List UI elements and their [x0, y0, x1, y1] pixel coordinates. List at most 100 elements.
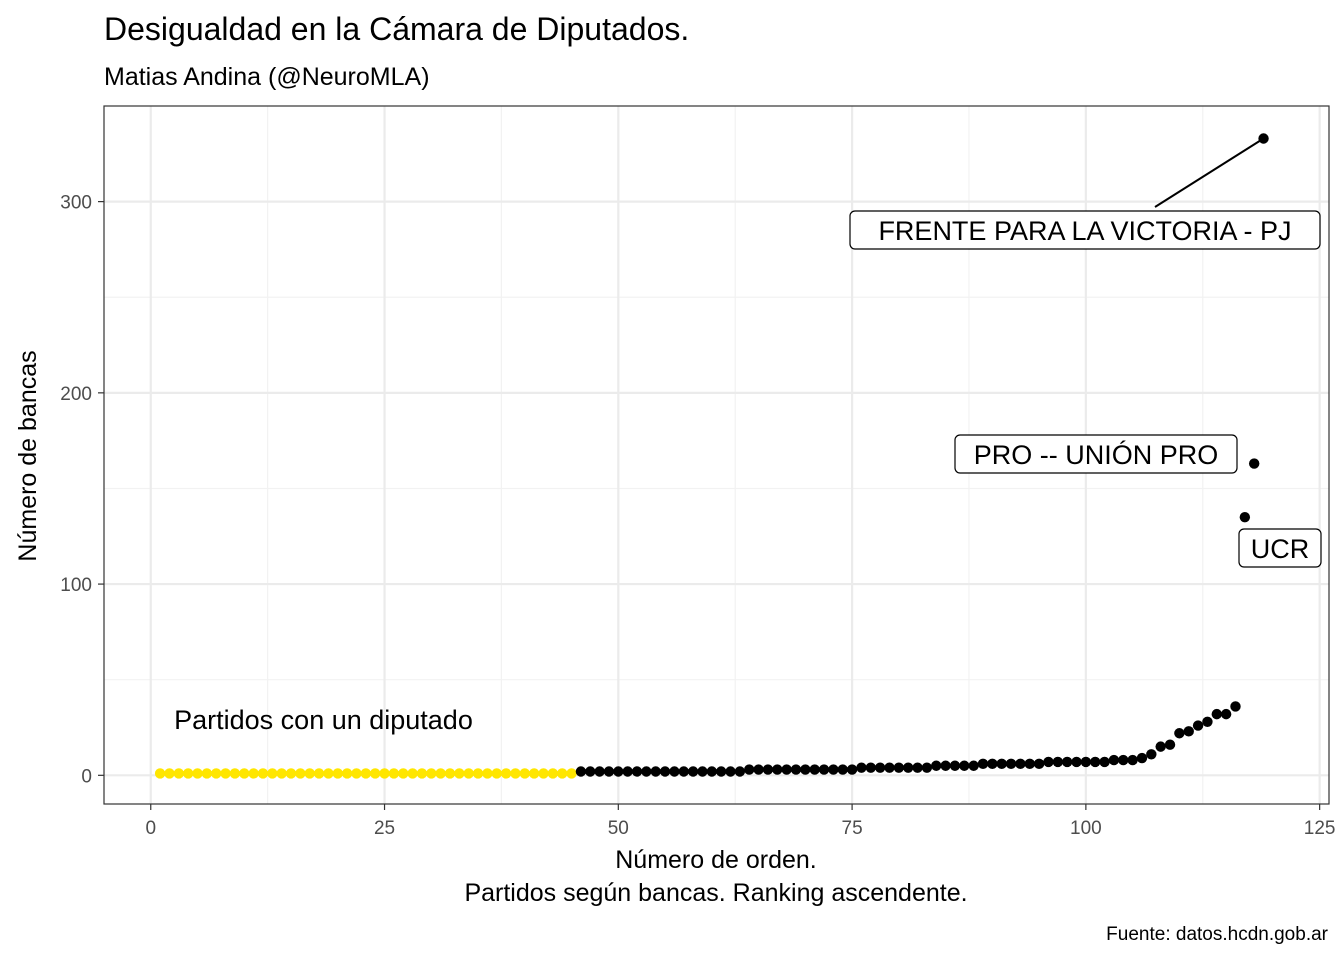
data-point [968, 760, 979, 771]
x-axis-subtitle: Partidos según bancas. Ranking ascendent… [464, 879, 967, 907]
data-point [1052, 756, 1064, 768]
data-point [959, 760, 970, 771]
data-point [921, 762, 933, 773]
data-point [313, 768, 325, 779]
data-point [351, 768, 362, 779]
data-point [285, 768, 297, 779]
data-point [772, 764, 783, 775]
y-axis-ticks: 0 100 200 300 [60, 193, 104, 787]
data-point [1202, 716, 1213, 727]
data-point [884, 762, 895, 773]
data-point [1239, 511, 1251, 523]
data-point [585, 766, 596, 777]
chart-subtitle: Matias Andina (@NeuroMLA) [104, 63, 430, 91]
data-point [220, 768, 231, 779]
data-point [753, 764, 764, 775]
data-point [949, 760, 961, 771]
data-point [192, 768, 203, 779]
x-tick-label: 50 [608, 818, 629, 839]
data-point [613, 766, 624, 777]
label-connector-line [1154, 137, 1265, 208]
chart-caption: Fuente: datos.hcdn.gob.ar [1106, 924, 1328, 945]
data-point [341, 768, 353, 779]
data-point [276, 768, 287, 779]
data-point [426, 768, 437, 779]
data-point [1220, 708, 1232, 720]
data-point [528, 768, 540, 779]
data-point [846, 764, 858, 775]
data-point [491, 768, 502, 779]
data-point [379, 768, 390, 779]
data-point [1061, 756, 1073, 768]
data-point [211, 768, 222, 779]
data-point [454, 768, 465, 779]
data-point [996, 758, 1007, 770]
annotation-one-deputy: Partidos con un diputado [174, 705, 473, 735]
data-point [164, 768, 175, 779]
data-point [1005, 758, 1017, 770]
data-point [744, 764, 755, 775]
data-point [1043, 756, 1054, 768]
x-axis-ticks: 0 25 50 75 100 125 [145, 804, 1336, 839]
data-point [902, 762, 914, 773]
data-point [519, 768, 531, 779]
data-point [444, 768, 456, 779]
data-point [940, 760, 951, 771]
data-point [1211, 708, 1222, 720]
data-point [1033, 758, 1045, 770]
data-point [762, 764, 774, 775]
data-point [631, 766, 643, 777]
data-points [154, 133, 1269, 779]
data-point [360, 768, 372, 779]
data-point [987, 758, 998, 770]
data-point [201, 768, 213, 779]
data-point [856, 762, 867, 773]
data-point [369, 768, 381, 779]
data-point [1090, 756, 1101, 768]
x-tick-label: 75 [842, 818, 863, 839]
data-point [1071, 756, 1082, 768]
label-text: PRO -- UNIÓN PRO [974, 439, 1219, 470]
data-point [725, 766, 736, 777]
label-text: FRENTE PARA LA VICTORIA - PJ [878, 216, 1291, 246]
data-point [398, 768, 409, 779]
data-point [510, 768, 521, 779]
data-point [669, 766, 680, 777]
data-point [154, 768, 166, 779]
data-point [809, 764, 820, 775]
data-point [931, 760, 942, 771]
y-axis-title: Número de bancas [14, 350, 42, 561]
data-point [641, 766, 652, 777]
point-labels: FRENTE PARA LA VICTORIA - PJ PRO -- UNIÓN… [849, 210, 1322, 568]
data-point [557, 768, 568, 779]
chart-title: Desigualdad en la Cámara de Diputados. [104, 11, 689, 47]
x-tick-label: 100 [1070, 818, 1102, 839]
data-point [182, 768, 194, 779]
data-point [650, 766, 661, 777]
data-point [893, 762, 905, 773]
data-point [678, 766, 689, 777]
data-point [837, 764, 848, 775]
data-point [388, 768, 400, 779]
data-point [1127, 754, 1138, 766]
data-point [435, 768, 446, 779]
x-tick-label: 25 [374, 818, 395, 839]
data-point [1230, 701, 1241, 712]
data-point [622, 766, 633, 777]
data-point [575, 766, 587, 777]
data-point [594, 766, 605, 777]
data-point [818, 764, 830, 775]
data-point [977, 758, 989, 770]
data-point [416, 768, 428, 779]
y-tick-label: 100 [60, 575, 92, 596]
data-point [566, 768, 577, 779]
data-point [463, 768, 474, 779]
data-point [538, 768, 549, 779]
data-point [603, 766, 615, 777]
data-point [874, 762, 886, 773]
data-point [1108, 754, 1120, 766]
data-point [295, 768, 306, 779]
label-box [1238, 528, 1322, 568]
data-point [800, 764, 811, 775]
data-point [323, 768, 334, 779]
